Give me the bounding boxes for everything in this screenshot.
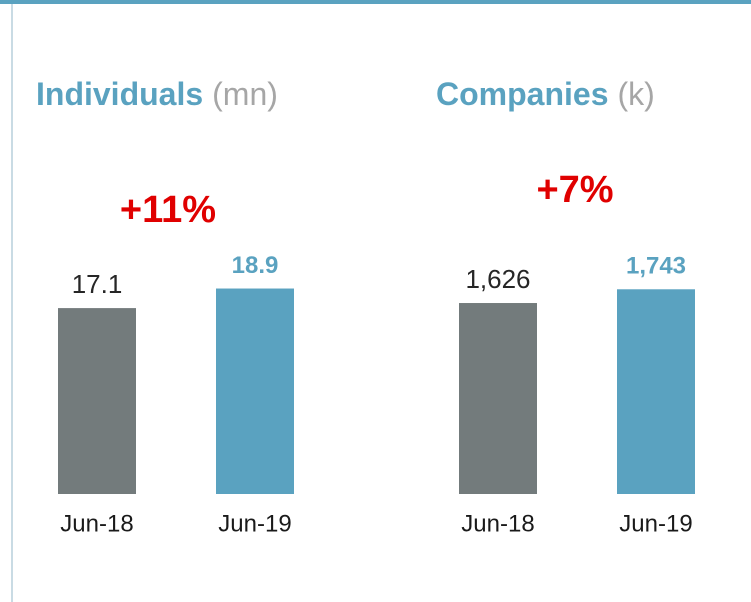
title-main: Companies	[436, 76, 608, 112]
title-unit: (mn)	[212, 76, 278, 112]
x-tick-label: Jun-19	[619, 510, 692, 537]
value-label: 17.1	[72, 269, 123, 299]
value-label: 1,743	[626, 253, 686, 280]
x-tick-label: Jun-18	[60, 510, 133, 537]
x-tick-label: Jun-18	[461, 510, 534, 537]
annotation: +11%	[120, 189, 216, 231]
chart-title: Companies (k)	[436, 76, 655, 112]
left-border	[11, 4, 13, 602]
top-border	[0, 0, 751, 4]
x-tick-label: Jun-19	[218, 510, 291, 537]
bar	[459, 303, 537, 494]
value-label: 1,626	[465, 264, 530, 294]
bar	[216, 288, 294, 494]
chart-title: Individuals (mn)	[36, 76, 278, 112]
value-label: 18.9	[232, 252, 279, 279]
title-unit: (k)	[617, 76, 654, 112]
bar	[617, 289, 695, 494]
annotation: +7%	[536, 169, 613, 211]
bar	[58, 308, 136, 494]
title-main: Individuals	[36, 76, 203, 112]
